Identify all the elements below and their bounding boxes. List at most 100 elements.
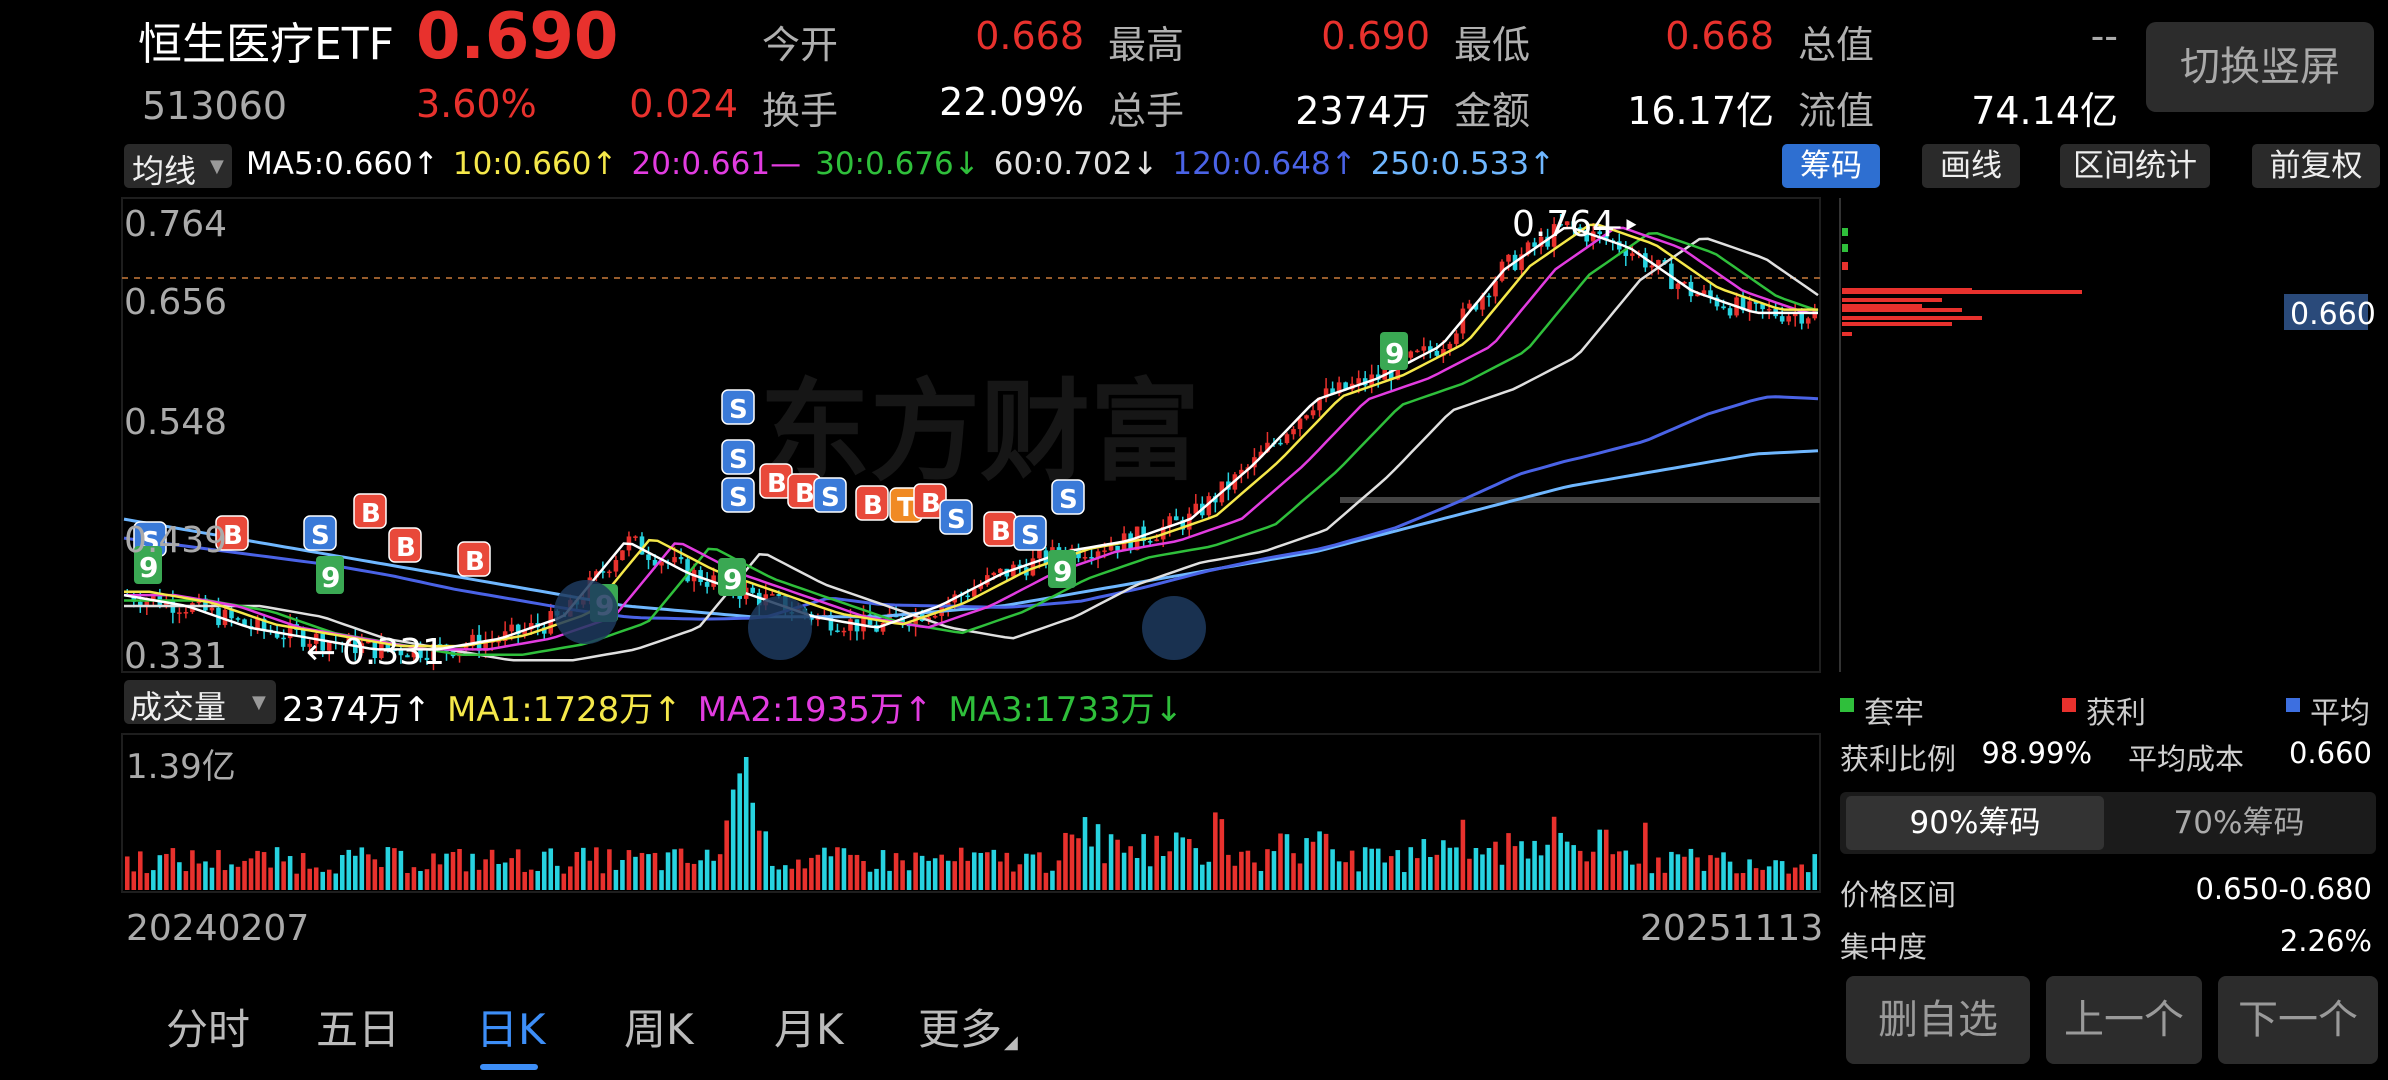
tab-daily-k[interactable]: 日K <box>476 1005 546 1054</box>
volume-bar <box>1102 863 1107 890</box>
candle-body <box>183 612 189 614</box>
chips-button[interactable]: 筹码 <box>1782 144 1880 188</box>
tab-70-chips[interactable]: 70%筹码 <box>2173 805 2305 841</box>
volume-bar <box>665 852 671 890</box>
price-range-label: 价格区间 <box>1840 878 1957 912</box>
candle-body <box>1538 236 1544 247</box>
signal-badge <box>939 499 973 535</box>
volume-bar <box>919 855 925 890</box>
volume-bar <box>1519 841 1524 890</box>
candle-body <box>1108 545 1114 551</box>
candle-body <box>1167 516 1172 527</box>
draw-line-button[interactable]: 画线 <box>1922 144 2020 188</box>
volume-bar <box>235 866 241 890</box>
tab-90-chips[interactable]: 90%筹码 <box>1846 796 2104 850</box>
volume-bar <box>1265 849 1270 890</box>
volume-bar <box>548 848 554 890</box>
candle-body <box>144 600 150 607</box>
volume-bar <box>698 860 703 890</box>
chip-bar <box>1842 228 1848 236</box>
signal-badge <box>388 527 422 563</box>
candle-body <box>1630 253 1635 256</box>
switch-portrait-button[interactable]: 切换竖屏 <box>2146 22 2374 112</box>
tab-intraday[interactable]: 分时 <box>166 1005 251 1054</box>
candle-body <box>326 642 332 651</box>
nine-turn-badge <box>718 558 746 596</box>
volume-bar <box>1786 873 1791 890</box>
candle-body <box>1193 503 1199 514</box>
candle-body <box>431 644 436 661</box>
remove-watchlist-button[interactable]: 删自选 <box>1846 976 2030 1064</box>
volume-bar <box>854 854 860 890</box>
signal-badge <box>721 389 755 425</box>
volume-bar <box>1239 851 1244 890</box>
candle-body <box>1141 526 1146 542</box>
signal-badge-label: B <box>465 547 485 577</box>
chip-bar <box>1842 322 1952 326</box>
volume-bar <box>978 852 984 890</box>
volume-bar <box>1245 850 1251 890</box>
volume-bar <box>1056 860 1062 890</box>
volume-bar <box>1180 837 1186 890</box>
signal-badge <box>721 477 755 513</box>
candle-body <box>1486 295 1492 298</box>
tab-weekly-k[interactable]: 周K <box>624 1005 694 1054</box>
candle-body <box>900 617 905 625</box>
chevron-down-icon: ▼ <box>252 692 266 713</box>
volume-bar <box>906 870 912 890</box>
chips-range-tabs: 90%筹码 70%筹码 <box>1840 792 2376 854</box>
candle-body <box>1623 249 1629 256</box>
volume-bar <box>958 847 964 890</box>
volume-bar <box>1551 816 1557 890</box>
stock-code: 513060 <box>142 84 288 128</box>
low-annotation: 0.331 <box>342 632 445 673</box>
chip-bar <box>1842 298 1942 302</box>
volume-bar <box>1186 839 1192 890</box>
volume-bar <box>255 850 260 890</box>
interval-stats-button[interactable]: 区间统计 <box>2060 144 2210 188</box>
candle-body <box>1519 254 1524 270</box>
tab-more[interactable]: 更多 <box>918 1005 1003 1054</box>
volume-bar <box>1441 840 1446 890</box>
candle-body <box>1180 520 1186 530</box>
volume-bar <box>998 861 1003 890</box>
candle-body <box>131 595 137 602</box>
signal-badge-label: S <box>311 521 330 551</box>
tab-five-day[interactable]: 五日 <box>316 1005 401 1054</box>
ma-dropdown[interactable]: 均线 ▼ <box>124 144 232 190</box>
volume-bar <box>1493 841 1498 890</box>
volume-bar <box>1669 851 1674 890</box>
volume-bar <box>1382 862 1388 890</box>
candle-body <box>841 630 847 633</box>
volume-bar <box>1812 854 1818 890</box>
candle-body <box>1095 551 1101 558</box>
volume-bar <box>711 860 716 890</box>
volume-bar <box>1649 873 1655 890</box>
volume-dropdown[interactable]: 成交量 ▼ <box>124 680 276 726</box>
candle-body <box>1082 557 1088 559</box>
ma250-line <box>123 449 1819 619</box>
volume-bar <box>985 852 990 890</box>
volume-bar <box>1095 824 1101 890</box>
signal-badge-label: S <box>729 445 748 475</box>
volume-bar <box>457 849 462 890</box>
volume-bar <box>1656 857 1661 890</box>
candle-body <box>1760 303 1765 310</box>
volume-bar <box>489 849 495 890</box>
tab-monthly-k[interactable]: 月K <box>774 1005 844 1054</box>
float-cap-value: 74.14亿 <box>1971 89 2118 133</box>
candle-body <box>1441 349 1446 356</box>
candle-body <box>1323 388 1329 398</box>
forward-adjust-button[interactable]: 前复权 <box>2252 144 2380 188</box>
previous-button[interactable]: 上一个 <box>2046 976 2202 1064</box>
avg-cost-label: 平均成本 <box>2128 742 2245 776</box>
volume-bar <box>1760 869 1765 890</box>
next-button[interactable]: 下一个 <box>2218 976 2378 1064</box>
volume-bar <box>587 860 593 890</box>
candle-body <box>620 550 625 561</box>
amount-label: 金额 <box>1454 89 1531 133</box>
stock-price: 0.690 <box>416 0 619 74</box>
volume-bar <box>887 870 892 890</box>
signal-badges: SBSBBBSSSBBSBTBSBSS999999 <box>133 332 1408 660</box>
